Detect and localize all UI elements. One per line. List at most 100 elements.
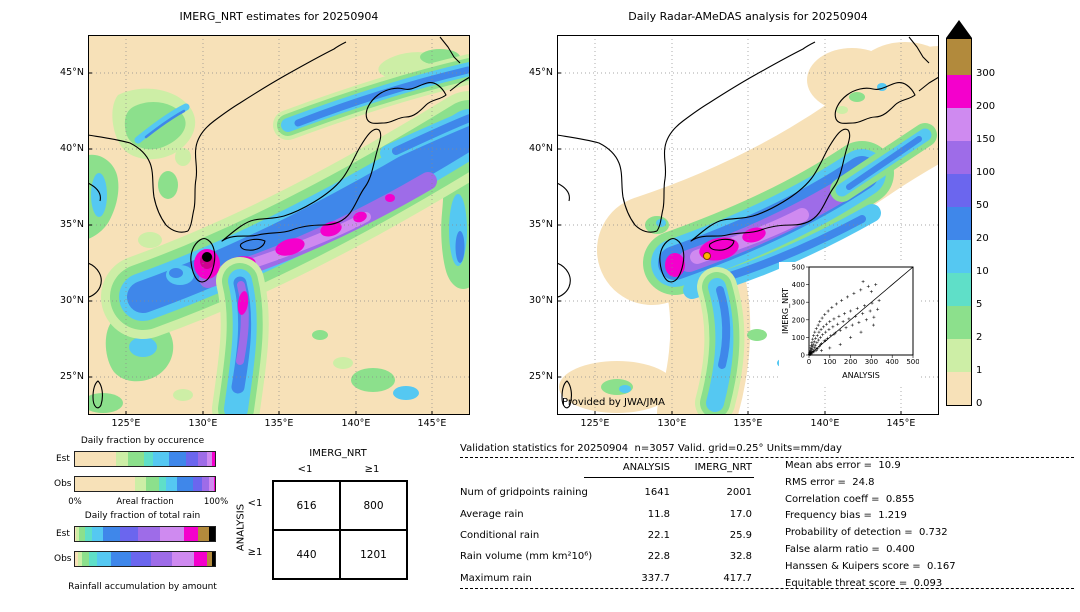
svg-text:0: 0: [807, 358, 811, 366]
bar-segment-brown: [206, 552, 213, 566]
stats-row: Conditional rain 22.1 25.9: [460, 529, 752, 541]
colorbar-segment: [947, 75, 971, 108]
bar-segment-green: [79, 527, 85, 541]
lon-tick-label: 140°E: [341, 418, 371, 429]
lon-tick-label: 145°E: [417, 418, 447, 429]
bar-segment-cream: [75, 552, 78, 566]
bar-segment-purple: [137, 527, 161, 541]
colorbar-segment: [947, 306, 971, 339]
stats-header-underline: [584, 477, 754, 478]
lon-tick-label: 145°E: [886, 418, 916, 429]
metric-line: Equitable threat score = 0.093: [785, 577, 943, 589]
inset-scatter-panel: 0 0 100 100 200 200 300 300 400 400 500 500 ANALYSIS…: [779, 262, 920, 384]
colorbar-label: 0: [976, 398, 983, 409]
lon-tick-label: 135°E: [264, 418, 294, 429]
lon-tick-label: 140°E: [810, 418, 840, 429]
svg-text:200: 200: [844, 358, 857, 366]
lat-tick-label: 45°N: [60, 67, 84, 78]
colorbar-panel: [946, 20, 972, 406]
bar-segment-bluepurple: [192, 477, 203, 491]
bar-segment-teal: [88, 552, 98, 566]
stats-row: Num of gridpoints raining 1641 2001: [460, 487, 752, 499]
colorbar-segment: [947, 273, 971, 306]
svg-text:300: 300: [792, 299, 805, 307]
max-rain-marker: [202, 252, 212, 262]
contingency-row-label-lt1: <1: [247, 498, 263, 509]
inset-points: [807, 280, 881, 357]
lon-tick-label: 130°E: [657, 418, 687, 429]
bar-segment-lightgreen: [115, 452, 129, 466]
bar-segment-bluepurple: [130, 552, 151, 566]
contingency-col-label-lt1: <1: [297, 464, 313, 475]
colorbar-label: 2: [976, 332, 983, 343]
bar-segment-purple: [202, 477, 210, 491]
bar-segment-pink: [171, 552, 194, 566]
bar-segment-magenta: [184, 527, 199, 541]
bar-segment-black: [212, 552, 215, 566]
total-bar-obs: [74, 551, 216, 567]
stats-row: Maximum rain 337.7 417.7: [460, 572, 752, 584]
bar-segment-lightgreen: [77, 552, 82, 566]
bar-segment-magenta: [212, 452, 215, 466]
svg-text:400: 400: [886, 358, 899, 366]
colorbar-label: 20: [976, 233, 989, 244]
contingency-grid: 616 800 440 1201: [272, 480, 408, 580]
bar-segment-blue: [177, 477, 193, 491]
bar-segment-lightgreen: [76, 527, 80, 541]
metric-line: Correlation coeff = 0.855: [785, 493, 915, 505]
bar-segment-green: [128, 452, 144, 466]
lat-tick-label: 45°N: [529, 67, 553, 78]
stats-row: Average rain 11.8 17.0: [460, 508, 752, 520]
bar-segment-teal: [143, 452, 154, 466]
svg-text:400: 400: [792, 281, 805, 289]
lat-tick-label: 30°N: [60, 295, 84, 306]
occurrence-title: Daily fraction by occurence: [80, 436, 205, 446]
bar-segment-blue: [168, 452, 186, 466]
colorbar-label: 1: [976, 365, 983, 376]
total-obs-label: Obs: [54, 554, 72, 564]
bar-segment-bluepurple: [119, 527, 138, 541]
lat-tick-label: 35°N: [529, 219, 553, 230]
svg-text:500: 500: [792, 264, 805, 272]
contingency-row-label-ge1: ≥1: [247, 547, 263, 558]
bar-segment-cream: [75, 477, 136, 491]
bar-segment-purple: [150, 552, 172, 566]
bar-segment-black: [209, 527, 215, 541]
stats-divider-bottom: [460, 588, 1074, 589]
bar-segment-bluepurple: [185, 452, 199, 466]
colorbar-label: 50: [976, 200, 989, 211]
bar-segment-brown: [198, 527, 210, 541]
colorbar-label: 200: [976, 101, 996, 112]
metric-line: Mean abs error = 10.9: [785, 460, 901, 471]
colorbar-segment: [947, 141, 971, 174]
svg-text:100: 100: [823, 358, 836, 366]
svg-text:100: 100: [792, 334, 805, 342]
stats-divider-top: [460, 457, 1074, 458]
metric-line: Frequency bias = 1.219: [785, 510, 907, 522]
bar-segment-cyan: [153, 452, 169, 466]
lon-tick-label: 125°E: [111, 418, 141, 429]
colorbar-label: 10: [976, 266, 989, 277]
bar-segment-lightgreen: [135, 477, 147, 491]
lon-tick-label: 130°E: [188, 418, 218, 429]
bar-segment-blue: [102, 527, 120, 541]
bar-segment-pink: [160, 527, 185, 541]
colorbar-label: 5: [976, 299, 983, 310]
stats-rows: Num of gridpoints raining 1641 2001 Average…: [460, 482, 760, 589]
svg-text:IMERG_NRT: IMERG_NRT: [781, 288, 790, 334]
contingency-col-label-ge1: ≥1: [364, 464, 380, 475]
colorbar: [946, 38, 972, 406]
colorbar-label: 300: [976, 68, 996, 79]
metric-line: False alarm ratio = 0.400: [785, 543, 915, 555]
bar-segment-cream: [75, 452, 116, 466]
colorbar-label: 100: [976, 167, 996, 178]
total-est-label: Est: [56, 529, 70, 539]
colorbar-segment: [947, 207, 971, 240]
imerg-precip-blobs: [88, 49, 470, 415]
stats-col-headers: ANALYSIS IMERG_NRT: [460, 462, 760, 473]
lat-tick-label: 35°N: [60, 219, 84, 230]
bar-segment-blue: [111, 552, 131, 566]
metric-line: Probability of detection = 0.732: [785, 527, 948, 539]
occurrence-bar-est: [74, 451, 216, 467]
